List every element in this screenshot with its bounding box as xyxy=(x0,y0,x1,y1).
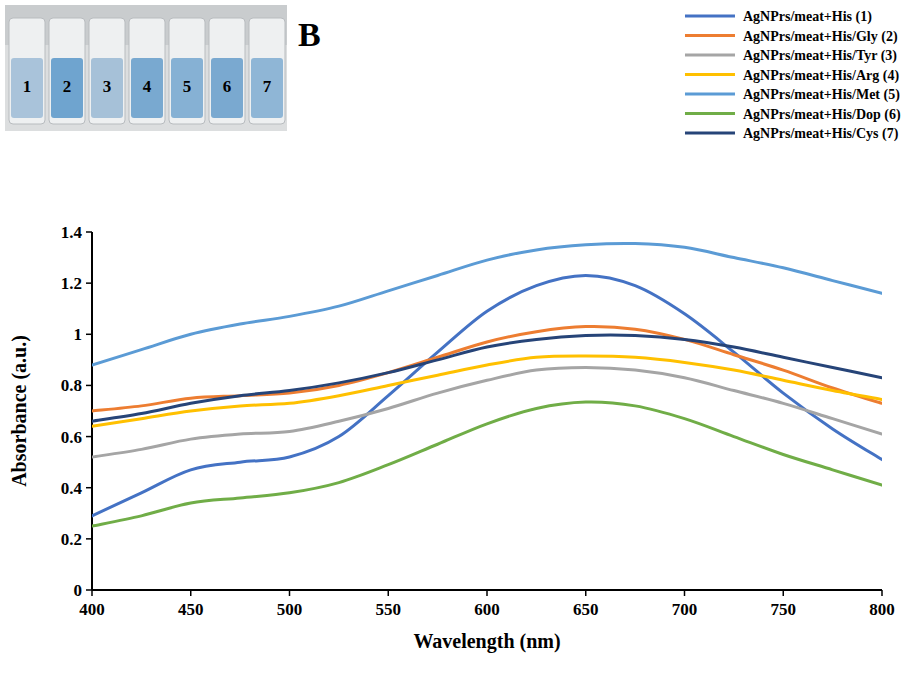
x-tick-label: 650 xyxy=(573,600,599,619)
legend-label: AgNPrs/meat+His (1) xyxy=(743,9,872,25)
x-tick xyxy=(289,590,291,596)
inset-photo: 1 2 3 4 5 6 7 xyxy=(5,5,287,131)
x-tick xyxy=(190,590,192,596)
legend-swatch xyxy=(685,93,735,96)
vial-liquid xyxy=(171,58,203,118)
vial-label: 3 xyxy=(103,77,112,96)
y-tick xyxy=(86,282,92,284)
vial-label: 7 xyxy=(263,77,272,96)
x-axis-title: Wavelength (nm) xyxy=(413,630,560,653)
legend-label: AgNPrs/meat+His/Cys (7) xyxy=(743,126,899,142)
photo-background xyxy=(5,5,287,131)
legend-swatch xyxy=(685,15,735,18)
legend-label: AgNPrs/meat+His/Tyr (3) xyxy=(743,48,897,64)
panel-label: B xyxy=(298,16,321,53)
vial-liquid xyxy=(131,58,163,118)
series-line xyxy=(92,368,882,458)
y-tick xyxy=(86,436,92,438)
y-axis-title: Absorbance (a.u.) xyxy=(8,335,31,487)
series-line xyxy=(92,356,882,426)
series-line xyxy=(92,402,882,526)
y-tick-label: 0 xyxy=(74,581,83,600)
x-tick-label: 700 xyxy=(672,600,698,619)
vial-liquid xyxy=(211,58,243,118)
y-tick-label: 1 xyxy=(74,325,83,344)
x-tick xyxy=(881,590,883,596)
vial-liquid xyxy=(51,58,83,118)
vial-label: 4 xyxy=(143,77,152,96)
legend: AgNPrs/meat+His (1) AgNPrs/meat+His/Gly (… xyxy=(685,9,901,142)
y-tick xyxy=(86,487,92,489)
y-tick-label: 0.2 xyxy=(61,530,82,549)
x-tick xyxy=(91,590,93,596)
vial xyxy=(89,18,125,124)
vial-label: 1 xyxy=(23,77,32,96)
legend-swatch xyxy=(685,112,735,115)
x-tick-label: 450 xyxy=(178,600,204,619)
x-tick-label: 500 xyxy=(277,600,303,619)
legend-label: AgNPrs/meat+His/Gly (2) xyxy=(743,29,898,45)
vial-liquid xyxy=(251,58,283,118)
vial xyxy=(249,18,285,124)
x-tick xyxy=(783,590,785,596)
x-tick xyxy=(388,590,390,596)
vial-label: 5 xyxy=(183,77,192,96)
plot-area xyxy=(92,243,882,526)
legend-swatch xyxy=(685,54,735,57)
legend-label: AgNPrs/meat+His/Arg (4) xyxy=(743,68,899,84)
chart: 1 2 3 4 5 6 7 B 0 0.2 0.4 0.6 0.8 1 1.2 1.4 400 450 500 550… xyxy=(0,0,913,673)
vial xyxy=(129,18,165,124)
vial-liquid xyxy=(11,58,43,118)
y-tick xyxy=(86,589,92,591)
vial xyxy=(169,18,205,124)
vial xyxy=(9,18,45,124)
legend-swatch xyxy=(685,73,735,76)
x-tick-label: 800 xyxy=(869,600,895,619)
legend-label: AgNPrs/meat+His/Dop (6) xyxy=(743,107,901,123)
legend-swatch xyxy=(685,34,735,37)
x-tick-label: 400 xyxy=(79,600,105,619)
vial xyxy=(49,18,85,124)
x-tick-label: 550 xyxy=(376,600,402,619)
y-tick xyxy=(86,231,92,233)
axes: 0 0.2 0.4 0.6 0.8 1 1.2 1.4 400 450 500 550 600 650 70… xyxy=(61,223,895,619)
series-line xyxy=(92,335,882,421)
y-tick-label: 0.8 xyxy=(61,376,82,395)
legend-swatch xyxy=(685,132,735,135)
vial-label: 2 xyxy=(63,77,72,96)
y-tick-label: 1.2 xyxy=(61,274,82,293)
y-tick xyxy=(86,334,92,336)
x-tick xyxy=(486,590,488,596)
y-tick-label: 0.4 xyxy=(61,479,83,498)
y-tick-label: 1.4 xyxy=(61,223,83,242)
y-tick xyxy=(86,538,92,540)
x-tick xyxy=(585,590,587,596)
vial-liquid xyxy=(91,58,123,118)
x-tick-label: 750 xyxy=(771,600,797,619)
x-tick-label: 600 xyxy=(474,600,500,619)
vial-label: 6 xyxy=(223,77,232,96)
series-line xyxy=(92,275,882,515)
legend-label: AgNPrs/meat+His/Met (5) xyxy=(743,87,900,103)
y-tick-label: 0.6 xyxy=(61,428,82,447)
x-tick xyxy=(684,590,686,596)
vial xyxy=(209,18,245,124)
y-tick xyxy=(86,385,92,387)
